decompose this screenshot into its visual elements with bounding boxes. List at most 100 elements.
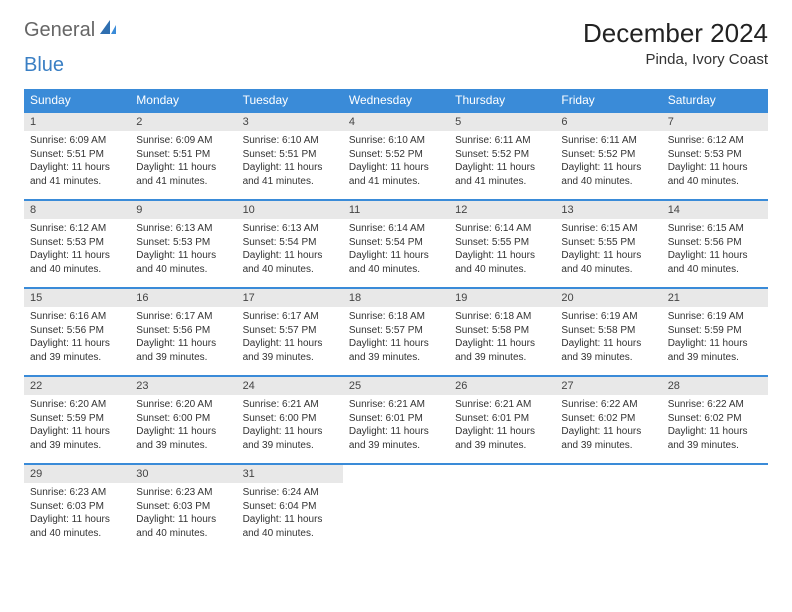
- weekday-header: Wednesday: [343, 89, 449, 112]
- weekday-header: Friday: [555, 89, 661, 112]
- day-sunrise: Sunrise: 6:22 AM: [561, 398, 655, 412]
- day-sunset: Sunset: 6:04 PM: [243, 500, 337, 514]
- calendar-cell: 16Sunrise: 6:17 AMSunset: 5:56 PMDayligh…: [130, 288, 236, 376]
- calendar-cell: 5Sunrise: 6:11 AMSunset: 5:52 PMDaylight…: [449, 112, 555, 200]
- day-number: 27: [555, 377, 661, 395]
- day-sunrise: Sunrise: 6:23 AM: [30, 486, 124, 500]
- day-details: Sunrise: 6:15 AMSunset: 5:56 PMDaylight:…: [662, 219, 768, 280]
- day-day1: Daylight: 11 hours: [136, 337, 230, 351]
- day-sunrise: Sunrise: 6:20 AM: [30, 398, 124, 412]
- day-details: Sunrise: 6:09 AMSunset: 5:51 PMDaylight:…: [24, 131, 130, 192]
- day-sunset: Sunset: 6:03 PM: [30, 500, 124, 514]
- day-day2: and 40 minutes.: [136, 263, 230, 277]
- day-day2: and 39 minutes.: [136, 351, 230, 365]
- day-number: 14: [662, 201, 768, 219]
- day-sunset: Sunset: 5:53 PM: [668, 148, 762, 162]
- calendar-cell: 29Sunrise: 6:23 AMSunset: 6:03 PMDayligh…: [24, 464, 130, 552]
- day-details: Sunrise: 6:19 AMSunset: 5:59 PMDaylight:…: [662, 307, 768, 368]
- day-sunrise: Sunrise: 6:13 AM: [243, 222, 337, 236]
- calendar-cell: 24Sunrise: 6:21 AMSunset: 6:00 PMDayligh…: [237, 376, 343, 464]
- day-sunset: Sunset: 6:02 PM: [561, 412, 655, 426]
- day-sunset: Sunset: 6:00 PM: [243, 412, 337, 426]
- day-sunset: Sunset: 6:03 PM: [136, 500, 230, 514]
- day-day1: Daylight: 11 hours: [561, 337, 655, 351]
- day-day2: and 39 minutes.: [668, 351, 762, 365]
- day-day2: and 41 minutes.: [349, 175, 443, 189]
- day-number: 11: [343, 201, 449, 219]
- day-day2: and 40 minutes.: [668, 263, 762, 277]
- day-details: Sunrise: 6:23 AMSunset: 6:03 PMDaylight:…: [130, 483, 236, 544]
- calendar-cell: 25Sunrise: 6:21 AMSunset: 6:01 PMDayligh…: [343, 376, 449, 464]
- day-details: Sunrise: 6:21 AMSunset: 6:01 PMDaylight:…: [343, 395, 449, 456]
- day-day1: Daylight: 11 hours: [243, 161, 337, 175]
- day-details: Sunrise: 6:20 AMSunset: 6:00 PMDaylight:…: [130, 395, 236, 456]
- day-day2: and 40 minutes.: [349, 263, 443, 277]
- day-sunset: Sunset: 5:59 PM: [668, 324, 762, 338]
- day-sunrise: Sunrise: 6:17 AM: [136, 310, 230, 324]
- day-sunrise: Sunrise: 6:10 AM: [349, 134, 443, 148]
- day-sunset: Sunset: 5:54 PM: [243, 236, 337, 250]
- day-day1: Daylight: 11 hours: [561, 249, 655, 263]
- day-day1: Daylight: 11 hours: [136, 513, 230, 527]
- day-sunrise: Sunrise: 6:12 AM: [30, 222, 124, 236]
- day-details: Sunrise: 6:11 AMSunset: 5:52 PMDaylight:…: [555, 131, 661, 192]
- calendar-cell: 18Sunrise: 6:18 AMSunset: 5:57 PMDayligh…: [343, 288, 449, 376]
- day-sunrise: Sunrise: 6:22 AM: [668, 398, 762, 412]
- day-details: Sunrise: 6:12 AMSunset: 5:53 PMDaylight:…: [662, 131, 768, 192]
- day-day2: and 39 minutes.: [455, 351, 549, 365]
- day-day1: Daylight: 11 hours: [455, 249, 549, 263]
- day-details: Sunrise: 6:18 AMSunset: 5:58 PMDaylight:…: [449, 307, 555, 368]
- day-day1: Daylight: 11 hours: [30, 161, 124, 175]
- day-sunrise: Sunrise: 6:17 AM: [243, 310, 337, 324]
- day-number: 19: [449, 289, 555, 307]
- day-details: Sunrise: 6:13 AMSunset: 5:53 PMDaylight:…: [130, 219, 236, 280]
- day-sunrise: Sunrise: 6:19 AM: [561, 310, 655, 324]
- calendar-cell: 7Sunrise: 6:12 AMSunset: 5:53 PMDaylight…: [662, 112, 768, 200]
- day-sunset: Sunset: 6:02 PM: [668, 412, 762, 426]
- day-sunset: Sunset: 5:56 PM: [30, 324, 124, 338]
- calendar-cell: [555, 464, 661, 552]
- day-sunset: Sunset: 5:58 PM: [455, 324, 549, 338]
- day-number: 12: [449, 201, 555, 219]
- calendar-table: Sunday Monday Tuesday Wednesday Thursday…: [24, 89, 768, 552]
- day-sunset: Sunset: 5:54 PM: [349, 236, 443, 250]
- brand-sail-icon: [98, 18, 118, 42]
- day-sunrise: Sunrise: 6:14 AM: [455, 222, 549, 236]
- day-number: 23: [130, 377, 236, 395]
- page-title: December 2024: [583, 18, 768, 49]
- calendar-cell: 19Sunrise: 6:18 AMSunset: 5:58 PMDayligh…: [449, 288, 555, 376]
- day-sunset: Sunset: 5:53 PM: [30, 236, 124, 250]
- calendar-cell: 6Sunrise: 6:11 AMSunset: 5:52 PMDaylight…: [555, 112, 661, 200]
- day-day2: and 39 minutes.: [243, 351, 337, 365]
- day-details: Sunrise: 6:16 AMSunset: 5:56 PMDaylight:…: [24, 307, 130, 368]
- day-day2: and 39 minutes.: [561, 439, 655, 453]
- day-sunrise: Sunrise: 6:23 AM: [136, 486, 230, 500]
- day-sunrise: Sunrise: 6:12 AM: [668, 134, 762, 148]
- day-day1: Daylight: 11 hours: [349, 161, 443, 175]
- day-sunrise: Sunrise: 6:09 AM: [136, 134, 230, 148]
- day-sunset: Sunset: 5:57 PM: [349, 324, 443, 338]
- day-day2: and 41 minutes.: [243, 175, 337, 189]
- day-sunrise: Sunrise: 6:21 AM: [243, 398, 337, 412]
- day-number: 29: [24, 465, 130, 483]
- day-details: Sunrise: 6:20 AMSunset: 5:59 PMDaylight:…: [24, 395, 130, 456]
- day-details: Sunrise: 6:19 AMSunset: 5:58 PMDaylight:…: [555, 307, 661, 368]
- day-sunset: Sunset: 5:55 PM: [455, 236, 549, 250]
- day-number: 21: [662, 289, 768, 307]
- day-number: 9: [130, 201, 236, 219]
- day-number: 15: [24, 289, 130, 307]
- day-number: 8: [24, 201, 130, 219]
- day-day2: and 39 minutes.: [30, 439, 124, 453]
- day-details: Sunrise: 6:21 AMSunset: 6:01 PMDaylight:…: [449, 395, 555, 456]
- day-sunrise: Sunrise: 6:14 AM: [349, 222, 443, 236]
- calendar-cell: 13Sunrise: 6:15 AMSunset: 5:55 PMDayligh…: [555, 200, 661, 288]
- day-day1: Daylight: 11 hours: [668, 249, 762, 263]
- day-sunset: Sunset: 5:52 PM: [349, 148, 443, 162]
- day-sunset: Sunset: 6:01 PM: [455, 412, 549, 426]
- day-sunrise: Sunrise: 6:18 AM: [349, 310, 443, 324]
- day-day2: and 39 minutes.: [349, 439, 443, 453]
- day-day1: Daylight: 11 hours: [561, 161, 655, 175]
- day-sunrise: Sunrise: 6:13 AM: [136, 222, 230, 236]
- day-details: Sunrise: 6:14 AMSunset: 5:55 PMDaylight:…: [449, 219, 555, 280]
- calendar-row: 29Sunrise: 6:23 AMSunset: 6:03 PMDayligh…: [24, 464, 768, 552]
